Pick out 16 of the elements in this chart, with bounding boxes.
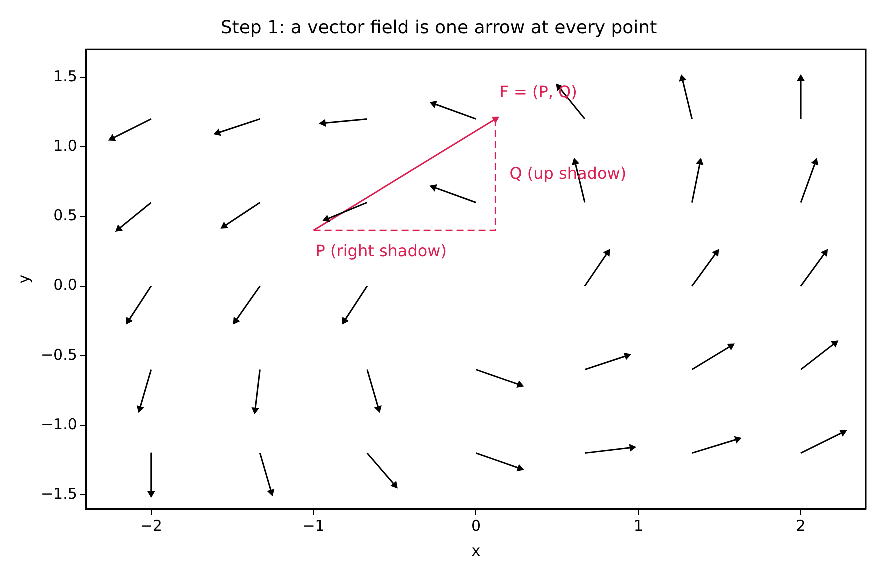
x-tick-label: −1 [302,516,325,535]
x-tick-label: 2 [796,516,806,535]
y-tick-label: 0.0 [54,276,78,294]
x-tick-label: 0 [471,516,481,535]
y-tick-label: 1.5 [54,67,78,86]
y-tick-label: −0.5 [40,346,78,364]
y-tick-label: −1.0 [40,415,78,434]
y-tick-label: 0.5 [54,206,78,225]
y-tick-label: −1.5 [40,484,78,503]
x-tick-label: 1 [634,516,644,535]
x-tick-label: −2 [140,516,162,535]
x-axis-title: x [472,542,481,560]
chart-title: Step 1: a vector field is one arrow at every point [220,17,658,38]
y-axis-title: y [14,274,33,284]
annotation: P (right shadow) [316,242,448,261]
y-tick-label: 1.0 [54,136,78,155]
